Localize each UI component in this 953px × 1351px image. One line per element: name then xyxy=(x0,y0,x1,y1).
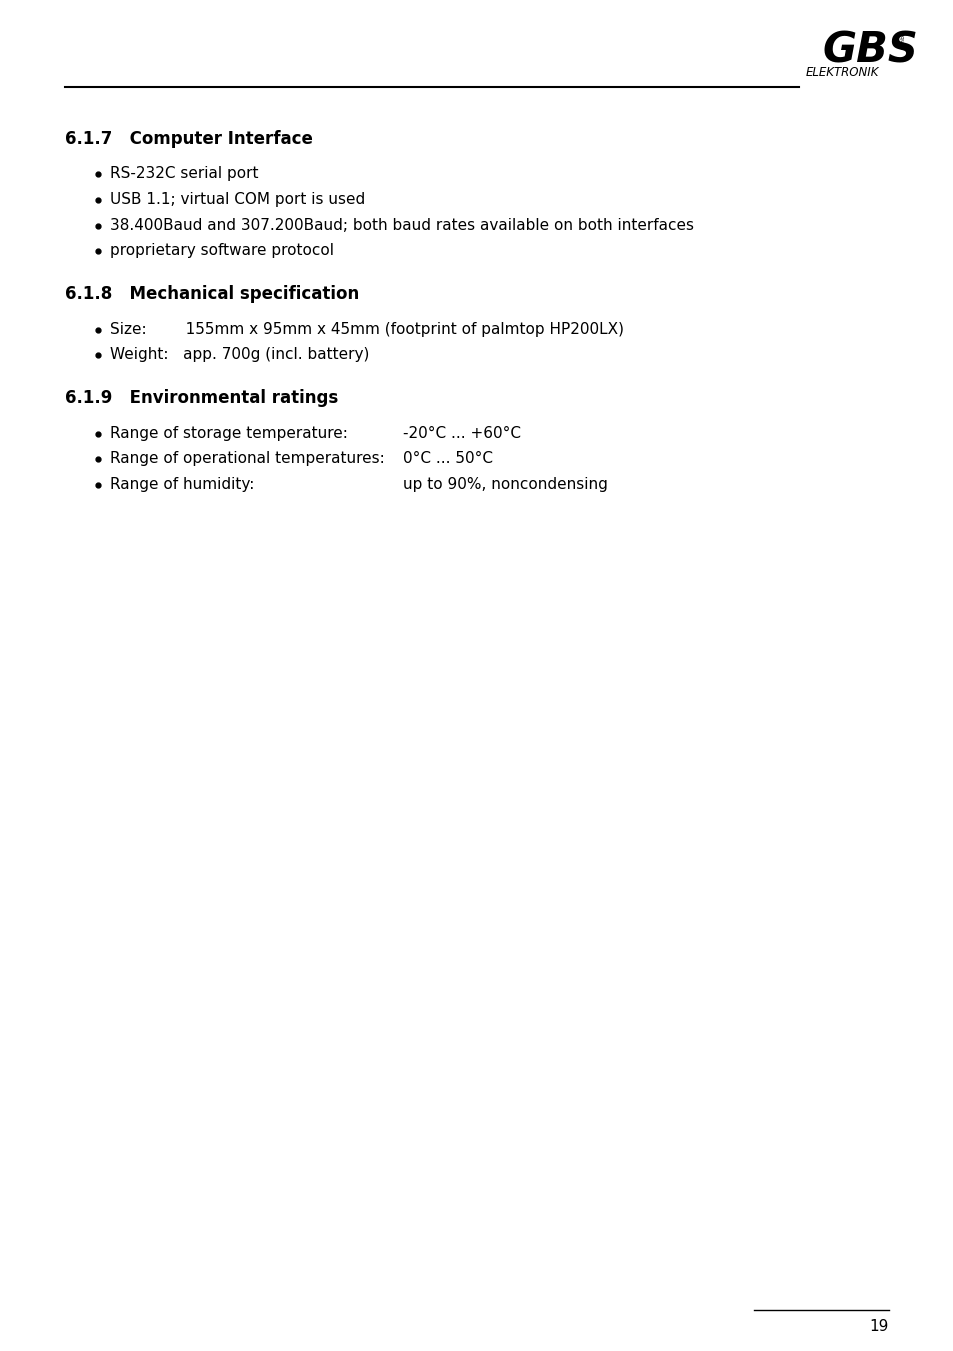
Text: Range of operational temperatures:: Range of operational temperatures: xyxy=(110,451,384,466)
Text: 6.1.7   Computer Interface: 6.1.7 Computer Interface xyxy=(65,130,313,147)
Text: 0°C ... 50°C: 0°C ... 50°C xyxy=(402,451,492,466)
Text: 38.400Baud and 307.200Baud; both baud rates available on both interfaces: 38.400Baud and 307.200Baud; both baud ra… xyxy=(110,218,693,232)
Text: -20°C ... +60°C: -20°C ... +60°C xyxy=(402,426,520,440)
Text: GBS: GBS xyxy=(821,30,917,72)
Text: up to 90%, noncondensing: up to 90%, noncondensing xyxy=(402,477,607,492)
Text: USB 1.1; virtual COM port is used: USB 1.1; virtual COM port is used xyxy=(110,192,365,207)
Text: proprietary software protocol: proprietary software protocol xyxy=(110,243,334,258)
Text: RS-232C serial port: RS-232C serial port xyxy=(110,166,258,181)
Text: ELEKTRONIK: ELEKTRONIK xyxy=(805,66,879,80)
Text: Size:        155mm x 95mm x 45mm (footprint of palmtop HP200LX): Size: 155mm x 95mm x 45mm (footprint of … xyxy=(110,322,623,336)
Text: GmbH: GmbH xyxy=(900,30,904,50)
Text: 19: 19 xyxy=(869,1319,888,1333)
Text: 6.1.9   Environmental ratings: 6.1.9 Environmental ratings xyxy=(65,389,337,407)
Text: Weight:   app. 700g (incl. battery): Weight: app. 700g (incl. battery) xyxy=(110,347,369,362)
Text: 6.1.8   Mechanical specification: 6.1.8 Mechanical specification xyxy=(65,285,358,303)
Text: Range of storage temperature:: Range of storage temperature: xyxy=(110,426,347,440)
Text: Range of humidity:: Range of humidity: xyxy=(110,477,253,492)
